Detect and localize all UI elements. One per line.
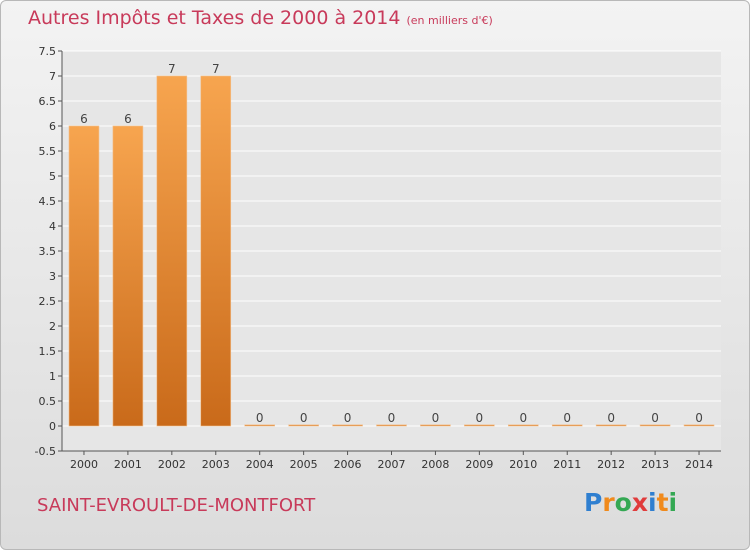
y-tick-label: 6 xyxy=(49,120,56,133)
x-tick-label-2004: 2004 xyxy=(246,458,274,471)
x-tick-label-2000: 2000 xyxy=(70,458,98,471)
logo-letter: r xyxy=(602,488,615,517)
y-tick-label: 2.5 xyxy=(39,295,57,308)
x-tick-label-2003: 2003 xyxy=(202,458,230,471)
x-tick-label-2005: 2005 xyxy=(290,458,318,471)
value-label-2000: 6 xyxy=(80,112,88,126)
bar-2004 xyxy=(244,424,275,427)
value-label-2006: 0 xyxy=(344,411,352,425)
y-tick-label: 2 xyxy=(49,320,56,333)
value-label-2007: 0 xyxy=(388,411,396,425)
x-tick-label-2009: 2009 xyxy=(465,458,493,471)
bar-2010 xyxy=(507,424,539,427)
y-tick-label: 6.5 xyxy=(39,95,57,108)
value-label-2003: 7 xyxy=(212,62,220,76)
y-tick-label: 1.5 xyxy=(39,345,57,358)
y-tick-label: 4.5 xyxy=(39,195,57,208)
bar-2012 xyxy=(595,424,627,427)
value-label-2004: 0 xyxy=(256,411,264,425)
y-tick-label: 5.5 xyxy=(39,145,57,158)
bar-2014 xyxy=(683,424,715,427)
value-label-2001: 6 xyxy=(124,112,132,126)
bar-2011 xyxy=(551,424,583,427)
logo-letter: x xyxy=(631,488,648,517)
bar-2007 xyxy=(376,424,407,427)
chart-title: Autres Impôts et Taxes de 2000 à 2014 (en… xyxy=(28,7,493,29)
x-tick-label-2007: 2007 xyxy=(378,458,406,471)
title-text: Autres Impôts et Taxes de 2000 à 2014 xyxy=(28,7,401,29)
x-tick-label-2001: 2001 xyxy=(114,458,142,471)
value-label-2010: 0 xyxy=(519,411,527,425)
bar-2000 xyxy=(68,125,100,427)
x-tick-label-2008: 2008 xyxy=(421,458,449,471)
x-tick-label-2013: 2013 xyxy=(641,458,669,471)
bar-2013 xyxy=(639,424,671,427)
y-tick-label: 4 xyxy=(49,220,56,233)
bar-2006 xyxy=(332,424,363,427)
commune-name: SAINT-EVROULT-DE-MONTFORT xyxy=(37,495,316,516)
bar-2005 xyxy=(288,424,319,427)
proxiti-logo[interactable]: Proxiti xyxy=(584,488,677,517)
bar-2008 xyxy=(420,424,451,427)
logo-letter: o xyxy=(614,488,632,517)
value-label-2008: 0 xyxy=(432,411,440,425)
value-label-2012: 0 xyxy=(607,411,615,425)
y-tick-label: 1 xyxy=(49,370,56,383)
y-tick-label: -0.5 xyxy=(35,445,56,458)
y-tick-label: 5 xyxy=(49,170,56,183)
x-tick-label-2014: 2014 xyxy=(685,458,713,471)
logo-letter: P xyxy=(584,488,603,517)
x-tick-label-2010: 2010 xyxy=(509,458,537,471)
x-tick-label-2011: 2011 xyxy=(553,458,581,471)
x-tick-label-2012: 2012 xyxy=(597,458,625,471)
x-tick-label-2006: 2006 xyxy=(334,458,362,471)
value-label-2014: 0 xyxy=(695,411,703,425)
y-tick-label: 3.5 xyxy=(39,245,57,258)
value-label-2005: 0 xyxy=(300,411,308,425)
y-tick-label: 0 xyxy=(49,420,56,433)
y-tick-label: 7.5 xyxy=(39,45,57,58)
value-label-2013: 0 xyxy=(651,411,659,425)
value-label-2002: 7 xyxy=(168,62,176,76)
title-unit: (en milliers d'€) xyxy=(406,14,493,27)
value-label-2011: 0 xyxy=(563,411,571,425)
logo-letter: t xyxy=(656,488,669,517)
x-tick-label-2002: 2002 xyxy=(158,458,186,471)
bar-2009 xyxy=(464,424,495,427)
bar-2001 xyxy=(112,125,144,427)
y-tick-label: 7 xyxy=(49,70,56,83)
value-label-2009: 0 xyxy=(476,411,484,425)
y-tick-label: 3 xyxy=(49,270,56,283)
logo-letter: i xyxy=(648,488,657,517)
y-tick-label: 0.5 xyxy=(39,395,57,408)
logo-letter: i xyxy=(668,488,678,517)
bar-2002 xyxy=(156,75,188,427)
bar-2003 xyxy=(200,75,232,427)
